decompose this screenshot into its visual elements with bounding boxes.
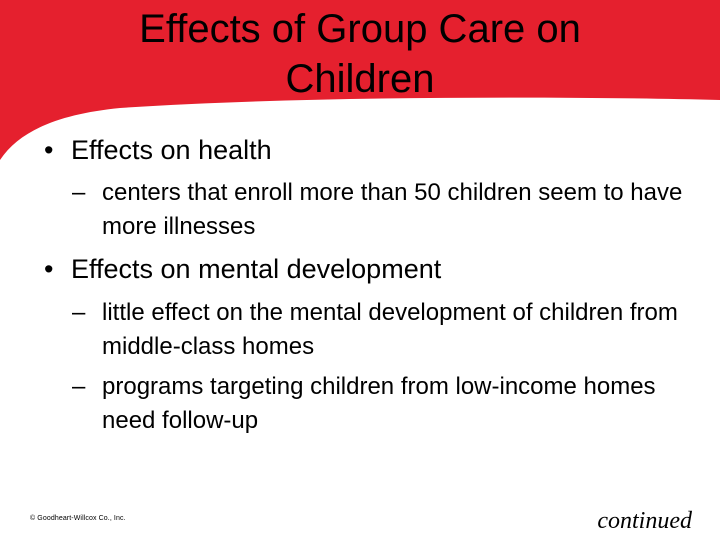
bullet-label: Effects on health xyxy=(71,135,272,165)
sub-bullet-text: centers that enroll more than 50 childre… xyxy=(102,179,683,240)
bullet-mark: • xyxy=(44,135,54,165)
header-red-shape xyxy=(0,0,720,160)
sub-bullet-mark: – xyxy=(72,299,86,326)
slide-title-line-1: Effects of Group Care on xyxy=(139,7,581,51)
bullet-effects-on-mental-development: • Effects on mental development xyxy=(44,253,441,285)
sub-bullet-text: little effect on the mental development … xyxy=(102,299,678,360)
sub-bullet-text: programs targeting children from low-inc… xyxy=(102,373,656,434)
sub-bullet-low-income: – programs targeting children from low-i… xyxy=(72,370,692,438)
header-banner xyxy=(0,0,720,160)
bullet-label: Effects on mental development xyxy=(71,254,442,284)
slide-title-line-2: Children xyxy=(285,57,435,101)
sub-bullet-middle-class: – little effect on the mental developmen… xyxy=(72,296,692,364)
continued-label: continued xyxy=(597,508,692,534)
sub-bullet-health-illnesses: – centers that enroll more than 50 child… xyxy=(72,176,692,244)
copyright-notice: © Goodheart-Willcox Co., Inc. xyxy=(30,515,126,522)
slide-title: Effects of Group Care on Children xyxy=(40,4,680,104)
sub-bullet-mark: – xyxy=(72,373,86,400)
bullet-mark: • xyxy=(44,254,54,284)
sub-bullet-mark: – xyxy=(72,179,86,206)
bullet-effects-on-health: • Effects on health xyxy=(44,134,272,166)
